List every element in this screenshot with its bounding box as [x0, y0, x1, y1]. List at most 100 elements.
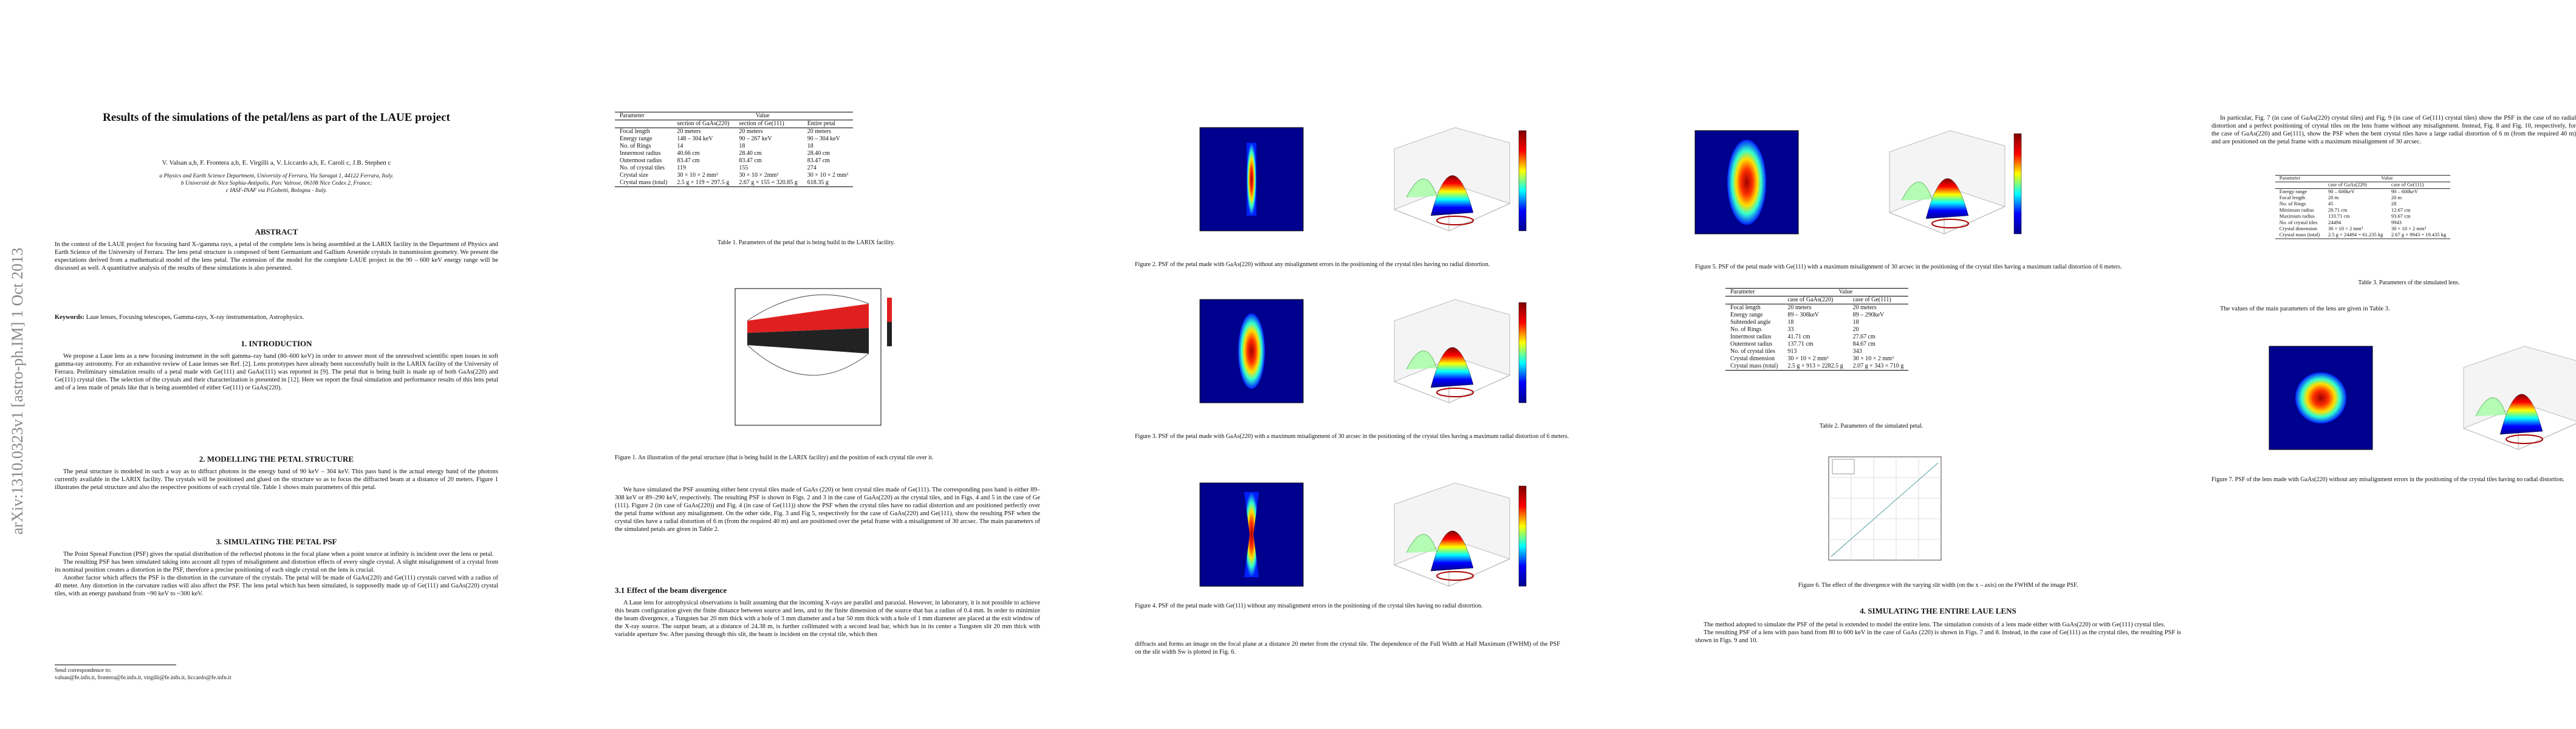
psf-spot: [1727, 140, 1766, 225]
table-cell: 28.40 cm: [807, 150, 830, 157]
legend-box: [1832, 459, 1855, 474]
table-cell: 20 meters: [807, 128, 831, 135]
table-cell: Crystal mass (total): [2279, 232, 2320, 238]
footnote-line: valsan@fe.infn.it, frontera@fe.infn.it, …: [55, 675, 231, 681]
table-cell: No. of Rings: [2279, 201, 2306, 207]
table-caption: Table 3. Parameters of the simulated len…: [2358, 279, 2460, 286]
psf-figure: [1694, 130, 2022, 234]
side-profile: [1406, 351, 1437, 370]
psf-spot: [1238, 313, 1265, 389]
figure-caption: Figure 1. An illustration of the petal s…: [615, 454, 934, 461]
table-cell: 93.67 cm: [2391, 213, 2411, 220]
psf-spot: [1247, 143, 1256, 216]
affiliation: a Physics and Earth Science Department, …: [159, 173, 394, 179]
table-cell: 30 × 10 × 2mm³: [739, 172, 779, 179]
table-cell: 2.5 g × 913 = 2282.5 g: [1787, 363, 1843, 369]
table-row: No. of crystal tiles 24494 9943: [2275, 220, 2450, 226]
psf-spot: [1244, 492, 1259, 577]
table-cell: 343: [1852, 348, 1862, 355]
table-cell: 89 – 290keV: [1852, 312, 1885, 318]
figure-divergence: [1828, 456, 1942, 561]
subheader-cell: Entire petal: [802, 120, 854, 128]
subheader-cell: section of Ge(111): [734, 120, 803, 128]
table-cell: Outermost radius: [620, 157, 662, 164]
table-cell: 274: [807, 165, 817, 171]
colorbar: [1518, 485, 1527, 587]
header-cell: Parameter: [2275, 175, 2324, 182]
table-cell: Subtended angle: [1730, 319, 1771, 326]
table-cell: 148 – 304 keV: [677, 135, 713, 142]
colorbar: [2013, 133, 2022, 234]
table-cell: 18: [1852, 319, 1859, 326]
table-cell: 90 – 600keV: [2328, 188, 2355, 195]
table-cell: 20 m: [2328, 195, 2339, 201]
table-cell: 2.67 g × 9943 = 19.435 kg: [2391, 232, 2447, 238]
colorbar: [887, 298, 892, 322]
subheader-cell: case of Ge(111): [2387, 182, 2451, 189]
table-cell: 90 – 304 keV: [807, 135, 840, 142]
table-cell: 155: [739, 165, 748, 171]
colorbar: [1518, 302, 1527, 403]
header-row: Parameter Value: [1725, 288, 1909, 296]
header-cell: Parameter: [1725, 288, 1783, 296]
figure-psf: [1194, 125, 1534, 255]
table-cell: Maximum radius: [2279, 213, 2315, 220]
table-cell: 28.40 cm: [739, 150, 762, 157]
figure-caption: Figure 3. PSF of the petal made with GaA…: [1135, 433, 1569, 440]
figure-caption: Figure 5. PSF of the petal made with Ge(…: [1695, 264, 2122, 270]
table: Parameter Value case of GaAs(220) case of G…: [2275, 175, 2451, 239]
header-cell: Parameter: [615, 112, 673, 120]
figure-psf: [2263, 343, 2576, 474]
table-cell: 2.5 g × 119 = 297.5 g: [677, 179, 730, 186]
table-cell: 18: [739, 143, 745, 149]
table-row: Energy range 148 – 304 keV 90 – 267 keV 90 …: [615, 135, 853, 143]
table-cell: Focal length: [620, 128, 650, 135]
table-cell: 2.07 g × 343 = 710 g: [1852, 363, 1904, 369]
table-cell: Outermost radius: [1730, 341, 1773, 347]
psf-figure: [1199, 299, 1527, 403]
section-heading: ABSTRACT: [255, 227, 298, 236]
petal-band: [747, 328, 869, 354]
table-row: Focal length 20 meters 20 meters: [1725, 304, 1908, 312]
grid: [1829, 457, 1941, 560]
paragraph-text: The Point Spread Function (PSF) gives th…: [63, 551, 494, 558]
table-row: No. of crystal tiles 119 155 274: [615, 165, 853, 172]
table-cell: 12.67 cm: [2391, 207, 2411, 213]
paper-title: Results of the simulations of the petal/…: [103, 111, 450, 124]
paragraph-text: In particular, Fig. 7 (in case of GaAs(2…: [2211, 115, 2576, 145]
surface-peak: [1430, 175, 1474, 216]
authors: V. Valsan a,b, F. Frontera a,b, E. Virgi…: [162, 159, 391, 166]
colorbar: [887, 322, 892, 346]
floor-contour: [1436, 216, 1474, 225]
figure-petal: [735, 288, 892, 426]
paragraph: A Laue lens for astrophysical observatio…: [615, 599, 1040, 638]
spacer-cell: [1725, 296, 1783, 304]
table-row: No. of Rings 14 18 18: [615, 143, 853, 150]
side-profile: [1406, 534, 1437, 553]
table-row: Focal length 20 meters 20 meters 20 meters: [615, 128, 853, 136]
data-table: Parameter Value case of GaAs(220) case of G…: [2275, 175, 2451, 239]
table-row: Crystal dimension 30 × 10 × 2 mm³ 30 × 10 …: [1725, 355, 1908, 363]
table-cell: 133.71 cm: [2328, 213, 2350, 220]
table-cell: 30 × 10 × 2 mm³: [677, 172, 718, 179]
footnote-line: Send correspondence to:: [55, 668, 112, 674]
header-row: Parameter Value: [615, 112, 854, 120]
table-row: Outermost radius 83.47 cm 83.47 cm 83.47 cm: [615, 157, 853, 165]
subheader-cell: case of GaAs(220): [2324, 182, 2388, 189]
header-cell: Value: [672, 112, 854, 120]
floor-contour: [1436, 388, 1474, 397]
table-cell: No. of Rings: [1730, 326, 1762, 333]
table-cell: 2.67 g × 155 = 320.85 g: [739, 179, 798, 186]
table-row: Maximum radius 133.71 cm 93.67 cm: [2275, 214, 2450, 220]
table-row: No. of crystal tiles 913 343: [1725, 348, 1908, 355]
psf-spot: [2295, 372, 2346, 423]
table-row: Crystal dimension 30 × 10 × 2 mm³ 30 × 10 …: [2275, 226, 2450, 232]
section-heading: 3. SIMULATING THE PETAL PSF: [216, 537, 337, 546]
table-row: No. of Rings 33 20: [1725, 326, 1908, 334]
table-cell: No. of Rings: [620, 143, 651, 149]
colorbar: [1518, 130, 1527, 231]
table-cell: Innermost radius: [1730, 334, 1772, 340]
table-row: Innermost radius 40.66 cm 28.40 cm 28.40 cm: [615, 150, 853, 157]
header-cell: Value: [2324, 175, 2451, 182]
